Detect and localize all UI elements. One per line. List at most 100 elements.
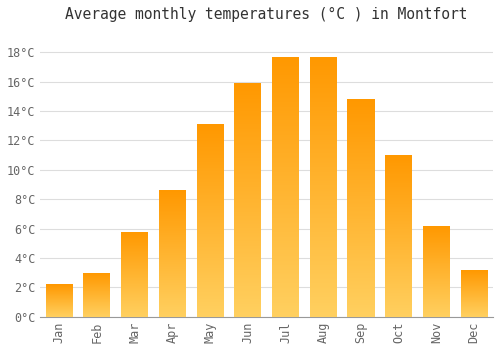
Bar bbox=[159, 214, 186, 215]
Bar bbox=[423, 284, 450, 285]
Bar bbox=[385, 204, 412, 205]
Bar bbox=[348, 312, 374, 313]
Bar bbox=[385, 260, 412, 261]
Bar bbox=[234, 279, 262, 281]
Bar bbox=[272, 201, 299, 202]
Bar bbox=[272, 140, 299, 141]
Bar bbox=[310, 305, 337, 306]
Bar bbox=[234, 245, 262, 247]
Bar bbox=[234, 254, 262, 255]
Bar bbox=[385, 180, 412, 181]
Bar bbox=[159, 290, 186, 291]
Bar bbox=[272, 97, 299, 98]
Bar bbox=[196, 234, 224, 235]
Bar bbox=[234, 261, 262, 262]
Bar bbox=[234, 143, 262, 144]
Bar bbox=[310, 214, 337, 215]
Bar bbox=[234, 315, 262, 316]
Bar bbox=[196, 149, 224, 150]
Bar bbox=[348, 203, 374, 204]
Bar bbox=[310, 148, 337, 149]
Bar bbox=[159, 216, 186, 217]
Bar bbox=[385, 169, 412, 170]
Bar bbox=[385, 250, 412, 251]
Bar bbox=[423, 227, 450, 228]
Bar bbox=[196, 127, 224, 128]
Bar bbox=[385, 163, 412, 164]
Bar bbox=[234, 267, 262, 268]
Bar bbox=[385, 174, 412, 175]
Bar bbox=[272, 59, 299, 61]
Bar bbox=[159, 208, 186, 209]
Bar bbox=[234, 306, 262, 307]
Bar bbox=[196, 168, 224, 169]
Bar bbox=[348, 153, 374, 154]
Bar bbox=[310, 280, 337, 282]
Bar bbox=[196, 219, 224, 220]
Bar bbox=[121, 242, 148, 243]
Bar bbox=[272, 258, 299, 260]
Bar bbox=[234, 140, 262, 141]
Bar bbox=[234, 158, 262, 159]
Bar bbox=[272, 191, 299, 192]
Bar bbox=[385, 272, 412, 273]
Bar bbox=[385, 215, 412, 216]
Bar bbox=[272, 292, 299, 293]
Bar bbox=[272, 81, 299, 83]
Bar bbox=[310, 89, 337, 90]
Bar bbox=[348, 243, 374, 244]
Bar bbox=[348, 169, 374, 170]
Bar bbox=[423, 268, 450, 269]
Bar bbox=[348, 255, 374, 256]
Bar bbox=[272, 313, 299, 314]
Bar bbox=[234, 185, 262, 186]
Bar bbox=[159, 225, 186, 226]
Bar bbox=[348, 313, 374, 314]
Bar bbox=[121, 260, 148, 261]
Bar bbox=[310, 246, 337, 248]
Bar bbox=[272, 133, 299, 135]
Bar bbox=[159, 246, 186, 247]
Bar bbox=[348, 315, 374, 316]
Bar bbox=[310, 223, 337, 224]
Bar bbox=[310, 63, 337, 64]
Bar bbox=[234, 284, 262, 285]
Bar bbox=[348, 158, 374, 159]
Bar bbox=[121, 291, 148, 292]
Bar bbox=[159, 252, 186, 253]
Bar bbox=[310, 174, 337, 175]
Bar bbox=[348, 270, 374, 271]
Bar bbox=[159, 226, 186, 227]
Bar bbox=[121, 296, 148, 297]
Bar bbox=[348, 102, 374, 103]
Bar bbox=[272, 262, 299, 264]
Bar bbox=[196, 216, 224, 217]
Bar bbox=[196, 266, 224, 267]
Bar bbox=[234, 83, 262, 84]
Bar bbox=[196, 175, 224, 176]
Bar bbox=[234, 307, 262, 309]
Bar bbox=[272, 74, 299, 75]
Bar bbox=[310, 253, 337, 254]
Bar bbox=[423, 244, 450, 245]
Bar bbox=[385, 261, 412, 262]
Bar bbox=[348, 116, 374, 117]
Bar bbox=[310, 90, 337, 92]
Bar bbox=[310, 62, 337, 63]
Bar bbox=[196, 224, 224, 225]
Bar bbox=[348, 215, 374, 216]
Bar bbox=[348, 281, 374, 282]
Bar bbox=[121, 292, 148, 293]
Bar bbox=[272, 230, 299, 231]
Bar bbox=[196, 237, 224, 238]
Bar bbox=[234, 229, 262, 230]
Bar bbox=[310, 85, 337, 86]
Bar bbox=[159, 291, 186, 292]
Bar bbox=[348, 172, 374, 173]
Bar bbox=[423, 299, 450, 300]
Bar bbox=[159, 204, 186, 205]
Bar bbox=[196, 262, 224, 263]
Bar bbox=[272, 170, 299, 171]
Bar bbox=[196, 182, 224, 183]
Bar bbox=[234, 116, 262, 117]
